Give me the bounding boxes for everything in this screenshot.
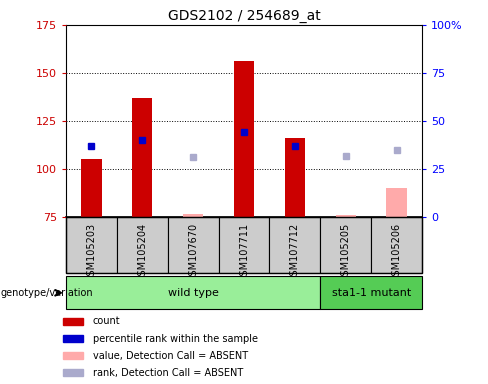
Bar — [63, 353, 83, 359]
Bar — [183, 214, 203, 217]
Bar — [285, 138, 305, 217]
Text: GSM107711: GSM107711 — [239, 223, 249, 281]
Text: GSM107670: GSM107670 — [188, 223, 198, 281]
Text: GSM105204: GSM105204 — [137, 223, 147, 281]
Text: GSM105206: GSM105206 — [392, 223, 402, 281]
Text: wild type: wild type — [168, 288, 219, 298]
Bar — [63, 335, 83, 342]
Bar — [168, 217, 219, 273]
Text: genotype/variation: genotype/variation — [1, 288, 94, 298]
Text: value, Detection Call = ABSENT: value, Detection Call = ABSENT — [93, 351, 248, 361]
Bar — [81, 159, 102, 217]
Bar — [386, 188, 407, 217]
Bar — [63, 369, 83, 376]
Bar — [234, 61, 254, 217]
Bar — [336, 215, 356, 217]
Bar — [132, 98, 152, 217]
Text: rank, Detection Call = ABSENT: rank, Detection Call = ABSENT — [93, 367, 243, 377]
Title: GDS2102 / 254689_at: GDS2102 / 254689_at — [167, 8, 321, 23]
Bar — [66, 217, 117, 273]
Bar — [66, 276, 320, 309]
Bar — [320, 276, 422, 309]
Bar — [269, 217, 320, 273]
Text: GSM105205: GSM105205 — [341, 223, 351, 282]
Bar — [219, 217, 269, 273]
Text: GSM105203: GSM105203 — [86, 223, 96, 281]
Text: percentile rank within the sample: percentile rank within the sample — [93, 334, 258, 344]
Text: GSM107712: GSM107712 — [290, 223, 300, 282]
Bar — [117, 217, 168, 273]
Text: count: count — [93, 316, 121, 326]
Bar — [320, 217, 371, 273]
Bar — [63, 318, 83, 325]
Text: sta1-1 mutant: sta1-1 mutant — [332, 288, 411, 298]
Bar — [371, 217, 422, 273]
